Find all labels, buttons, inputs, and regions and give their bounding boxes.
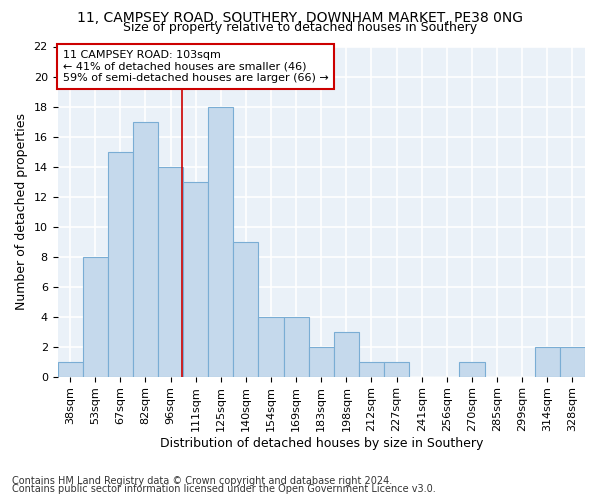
Bar (133, 122, 158, 376)
X-axis label: Distribution of detached houses by size in Southery: Distribution of detached houses by size … (160, 437, 483, 450)
Bar (560, 346, 585, 376)
Text: Contains public sector information licensed under the Open Government Licence v3: Contains public sector information licen… (12, 484, 436, 494)
Bar (284, 316, 309, 376)
Bar (208, 106, 233, 376)
Bar (233, 242, 259, 376)
Bar (309, 346, 334, 376)
Bar (384, 362, 409, 376)
Bar (183, 182, 208, 376)
Bar (359, 362, 384, 376)
Text: Contains HM Land Registry data © Crown copyright and database right 2024.: Contains HM Land Registry data © Crown c… (12, 476, 392, 486)
Bar (334, 332, 359, 376)
Bar (58, 362, 83, 376)
Text: 11, CAMPSEY ROAD, SOUTHERY, DOWNHAM MARKET, PE38 0NG: 11, CAMPSEY ROAD, SOUTHERY, DOWNHAM MARK… (77, 11, 523, 25)
Text: Size of property relative to detached houses in Southery: Size of property relative to detached ho… (123, 22, 477, 35)
Bar (259, 316, 284, 376)
Bar (460, 362, 485, 376)
Bar (108, 152, 133, 376)
Text: 11 CAMPSEY ROAD: 103sqm
← 41% of detached houses are smaller (46)
59% of semi-de: 11 CAMPSEY ROAD: 103sqm ← 41% of detache… (63, 50, 329, 83)
Bar (83, 256, 108, 376)
Y-axis label: Number of detached properties: Number of detached properties (15, 113, 28, 310)
Bar (535, 346, 560, 376)
Bar (158, 166, 183, 376)
